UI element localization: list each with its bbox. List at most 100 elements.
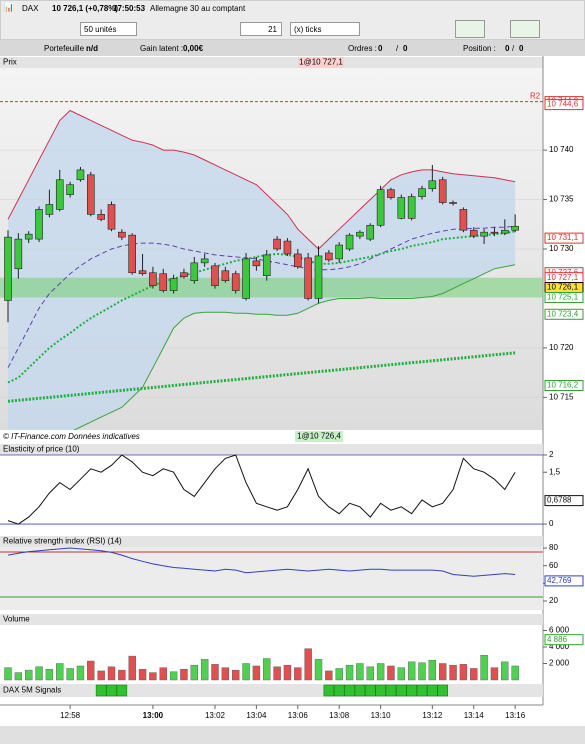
last-price: 10 726,1 (+0,78%): [52, 4, 119, 13]
cursor-badge: [298, 57, 344, 68]
volume-bar: [418, 662, 426, 681]
pivot-label: R2: [530, 92, 541, 101]
candle-body: [356, 231, 364, 237]
y-tick-label: 4 000: [549, 642, 570, 651]
elasticity-title: Elasticity of price (10): [3, 445, 80, 454]
volume-bar: [169, 671, 178, 681]
price-header: [0, 57, 543, 68]
candle-body: [159, 273, 168, 291]
candle-body: [500, 229, 509, 234]
candle-body: [97, 214, 105, 220]
long-average: [7, 351, 516, 403]
orders-b: 0: [403, 44, 408, 53]
candle-body: [428, 180, 437, 189]
volume-bar: [25, 669, 33, 681]
y-tick-label: 20: [549, 596, 558, 605]
volume-bar: [211, 664, 219, 681]
volume-bar: [252, 665, 261, 681]
lower-band: [73, 264, 516, 430]
x-tick-label: 13:04: [246, 711, 267, 720]
volume-bar: [397, 667, 405, 681]
quantity-select[interactable]: 50 unités: [80, 22, 137, 36]
ticks-input[interactable]: 21: [240, 22, 282, 36]
chart-button[interactable]: [455, 20, 485, 38]
value-badge: [544, 99, 584, 111]
volume-bar: [180, 669, 188, 681]
signal-box: [437, 684, 449, 697]
y-tick-label: 10 730: [549, 244, 574, 253]
cursor-label: 1@10 727,1: [299, 58, 343, 67]
price-title: Prix: [3, 58, 17, 67]
value-badge: [544, 575, 584, 587]
ticks-unit: (x) ticks: [294, 25, 322, 34]
candle-body: [149, 272, 157, 286]
candle-body: [14, 238, 23, 270]
candle-body: [304, 257, 312, 299]
volume-bar: [66, 668, 74, 681]
signal-box: [344, 684, 355, 697]
volume-bar: [231, 669, 240, 681]
value-badge: [544, 634, 584, 646]
value-badge-label: 10 726,1: [547, 283, 579, 292]
volume-bar: [314, 659, 323, 681]
footer-label: 1@10 726,4: [297, 432, 341, 441]
volume-bar: [490, 667, 499, 681]
volume-header: [0, 614, 543, 625]
chart-area: Prix 1@10 727,1 1@10 726,4 © IT-Finance.…: [0, 56, 585, 746]
volume-bar: [283, 664, 292, 681]
symbol[interactable]: DAX: [22, 4, 39, 13]
upper-band: [7, 109, 516, 250]
volume-bar: [221, 667, 230, 681]
volume-bar: [242, 663, 250, 681]
volume-bar: [366, 666, 374, 681]
portfolio-value: n/d: [86, 44, 98, 53]
position-label: Position :: [463, 44, 496, 53]
candle-body: [169, 278, 178, 291]
y-tick-label: 6 000: [549, 626, 570, 635]
candle-body: [45, 204, 54, 215]
value-badge-label: 0,6788: [547, 496, 572, 505]
volume-bar: [107, 666, 116, 681]
ticks-select[interactable]: (x) ticks: [290, 22, 360, 36]
signal-box: [106, 684, 117, 697]
dashed-average: [7, 225, 516, 368]
candle-body: [4, 236, 12, 301]
volume-bar: [511, 665, 519, 681]
gain-label: Gain latent :: [140, 44, 184, 53]
x-tick-label: 13:14: [464, 711, 485, 720]
y-tick-label: 2 000: [549, 659, 570, 668]
value-badge-label: 10 727,1: [547, 273, 579, 282]
signal-box: [323, 684, 335, 697]
value-badge: [544, 232, 584, 244]
y-tick-label: 60: [549, 561, 558, 570]
ticks-value: 21: [268, 25, 277, 34]
quantity: 50 unités: [84, 25, 117, 34]
y-tick-label: 0: [549, 519, 554, 528]
volume-bar: [376, 663, 385, 681]
x-tick-label: 13:06: [288, 711, 309, 720]
signals-row: [0, 684, 543, 697]
support-zone: [0, 277, 543, 298]
signal-box: [427, 684, 438, 697]
elasticity-header: [0, 444, 543, 455]
position-a: 0: [505, 44, 510, 53]
candle-body: [325, 252, 333, 261]
volume-bar: [14, 672, 23, 681]
value-badge-label: 10 716,2: [547, 381, 579, 390]
candle-body: [469, 229, 478, 237]
y-tick-label: 80: [549, 543, 558, 552]
candle-body: [180, 272, 188, 277]
rsi-line: [7, 547, 516, 577]
signals-title: DAX 5M Signals: [3, 686, 61, 695]
candle-body: [366, 224, 375, 240]
value-badge: [544, 379, 584, 391]
gain-value: 0,00€: [183, 44, 204, 53]
x-tick-label: 13:02: [205, 711, 226, 720]
volume-title: Volume: [3, 615, 30, 624]
candle-body: [24, 233, 33, 240]
orders-label: Ordres :: [348, 44, 377, 53]
settings-button[interactable]: [510, 20, 540, 38]
volume-bar: [273, 666, 281, 681]
volume-bar: [335, 668, 343, 681]
y-tick-label: 10 715: [549, 392, 574, 401]
